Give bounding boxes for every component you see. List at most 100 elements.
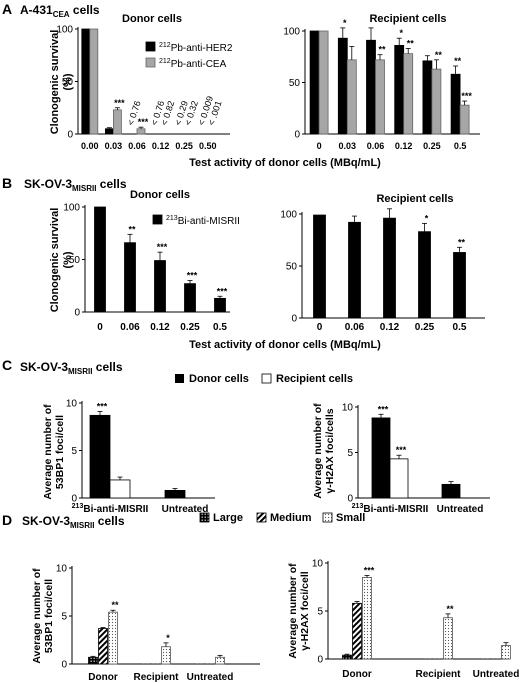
panel-letter-a: A [2, 1, 12, 17]
y-tick-label: 5 [347, 448, 353, 459]
bar-213bi-anti-misrii [94, 206, 106, 313]
y-tick-label: 100 [280, 210, 297, 221]
legend-swatch [152, 214, 163, 225]
bar-donor-cells [164, 489, 186, 499]
legend-swatch-recipient [261, 373, 272, 384]
y-axis-title: Average number of [42, 404, 54, 500]
cell-line-subscript: MISRII [72, 184, 96, 193]
y-tick-label: 0 [74, 308, 80, 319]
x-tick-label: 0.5 [453, 322, 467, 333]
y-tick-label: 0 [71, 494, 77, 505]
significance-stars: ** [454, 56, 462, 66]
legend-text: Pb-anti-HER2 [171, 43, 233, 54]
chart-a-donor: 0 50 100 Donor cells 0.00 *** 0.03 *** 0.06 0.12 0… [56, 13, 233, 151]
y-axis-title: γ-H2AX foci/cell [299, 571, 311, 650]
cell-line-name: A-431 [20, 3, 53, 17]
y-axis-title: 53BP1 foci/cell [43, 579, 55, 653]
y-tick-label: 50 [69, 255, 81, 266]
y-tick-label: 50 [62, 77, 74, 88]
panel-c-legend: Donor cells Recipient cells [175, 373, 353, 385]
x-tick-text: Bi-anti-MISRII [83, 504, 148, 515]
y-axis-title: Average number of [287, 563, 299, 659]
bar-small [108, 611, 118, 665]
x-tick-label: 0.03 [339, 141, 357, 151]
x-tick-label: 0 [317, 141, 322, 151]
chart-c-gh2ax: 0 5 10 Average number of γ-H2AX foci/cells **… [312, 403, 490, 515]
y-tick-label: 0 [317, 655, 323, 666]
x-tick-label: 0.12 [150, 322, 170, 333]
bar-213bi-anti-misrii [214, 297, 226, 313]
x-tick-label: Recipient [415, 669, 461, 680]
x-tick-label: 0.25 [175, 141, 193, 151]
x-tick-label: 0.12 [380, 322, 400, 333]
legend-swatch-medium [256, 512, 267, 523]
cell-line-subscript: MISRII [68, 367, 92, 376]
chart-b-recipient: 0 50 100 Recipient cells 0 0.06 0.12 * 0.25 ** 0.5 [280, 193, 485, 333]
panel-d-heading: SK-OV-3MISRII cells [22, 514, 125, 530]
bar-212pb-anti-her2 [450, 73, 461, 135]
significance-stars: * [399, 28, 403, 38]
x-tick-text: Bi-anti-MISRII [363, 504, 428, 515]
x-tick-label: 0.5 [454, 141, 467, 151]
bar-213bi-anti-misrii [348, 221, 361, 319]
bar-small [501, 645, 511, 660]
y-axis-title: 53BP1 foci/cell [54, 415, 66, 489]
significance-stars: *** [138, 117, 149, 127]
legend-label: 213Bi-anti-MISRII [166, 215, 240, 227]
panel-d-legend: Large Medium Small [199, 512, 365, 524]
bar-212pb-anti-her2 [422, 60, 433, 135]
panel-b-x-title: Test activity of donor cells (MBq/mL) [189, 339, 381, 351]
bar-213bi-anti-misrii [154, 260, 166, 313]
panel-letter-b: B [2, 175, 12, 191]
legend-label-donor: Donor cells [189, 373, 249, 385]
bar-small [161, 646, 171, 665]
y-tick-label: 0 [291, 314, 297, 325]
bar-212pb-anti-cea [346, 59, 357, 135]
legend-label-recipient: Recipient cells [276, 373, 353, 385]
cell-line-suffix: cells [92, 360, 122, 374]
x-tick-label: Recipient [133, 672, 179, 683]
bar-213bi-anti-misrii [418, 231, 431, 319]
significance-stars: ** [407, 39, 415, 49]
panel-letter-d: D [2, 512, 12, 528]
legend-text: Pb-anti-CEA [171, 59, 227, 70]
legend-sup: 212 [159, 42, 171, 49]
y-tick-label: 5 [71, 446, 77, 457]
bar-donor-cells [89, 414, 111, 499]
y-tick-label: 0 [294, 130, 300, 141]
significance-stars: * [343, 18, 347, 28]
bar-212pb-anti-cea [459, 104, 470, 135]
legend-sup: 212 [159, 58, 171, 65]
legend-label-medium: Medium [270, 512, 312, 524]
bar-medium [98, 628, 108, 665]
panel-a-y-title-2: (%) [62, 73, 74, 90]
x-tick-label: 0.00 [81, 141, 99, 151]
significance-stars: *** [187, 271, 198, 281]
x-tick-label: 213Bi-anti-MISRII [72, 503, 149, 515]
x-tick-label: 0 [97, 322, 103, 333]
x-tick-label: Untreated [437, 504, 484, 515]
x-tick-label: 0.25 [180, 322, 200, 333]
significance-stars: *** [396, 445, 407, 455]
y-tick-label: 0 [347, 494, 353, 505]
x-tick-label: Donor [342, 669, 372, 680]
bar-donor-cells [371, 417, 391, 499]
y-tick-label: 10 [56, 564, 68, 575]
bar-212pb-anti-cea [431, 68, 442, 135]
y-axis-title: Average number of [312, 403, 324, 499]
x-tick-sup: 213 [72, 503, 84, 510]
x-tick-label: 0.06 [128, 141, 146, 151]
bar-large [342, 654, 352, 660]
panel-c-heading: SK-OV-3MISRII cells [20, 360, 123, 376]
y-tick-label: 100 [283, 27, 300, 38]
cell-line-name: SK-OV-3 [24, 177, 72, 191]
significance-stars: *** [114, 98, 125, 108]
y-tick-label: 10 [66, 399, 78, 410]
legend-swatch-donor [175, 374, 184, 383]
bar-small [443, 617, 453, 660]
x-tick-label: 0.12 [152, 141, 170, 151]
significance-stars: ** [378, 45, 386, 55]
